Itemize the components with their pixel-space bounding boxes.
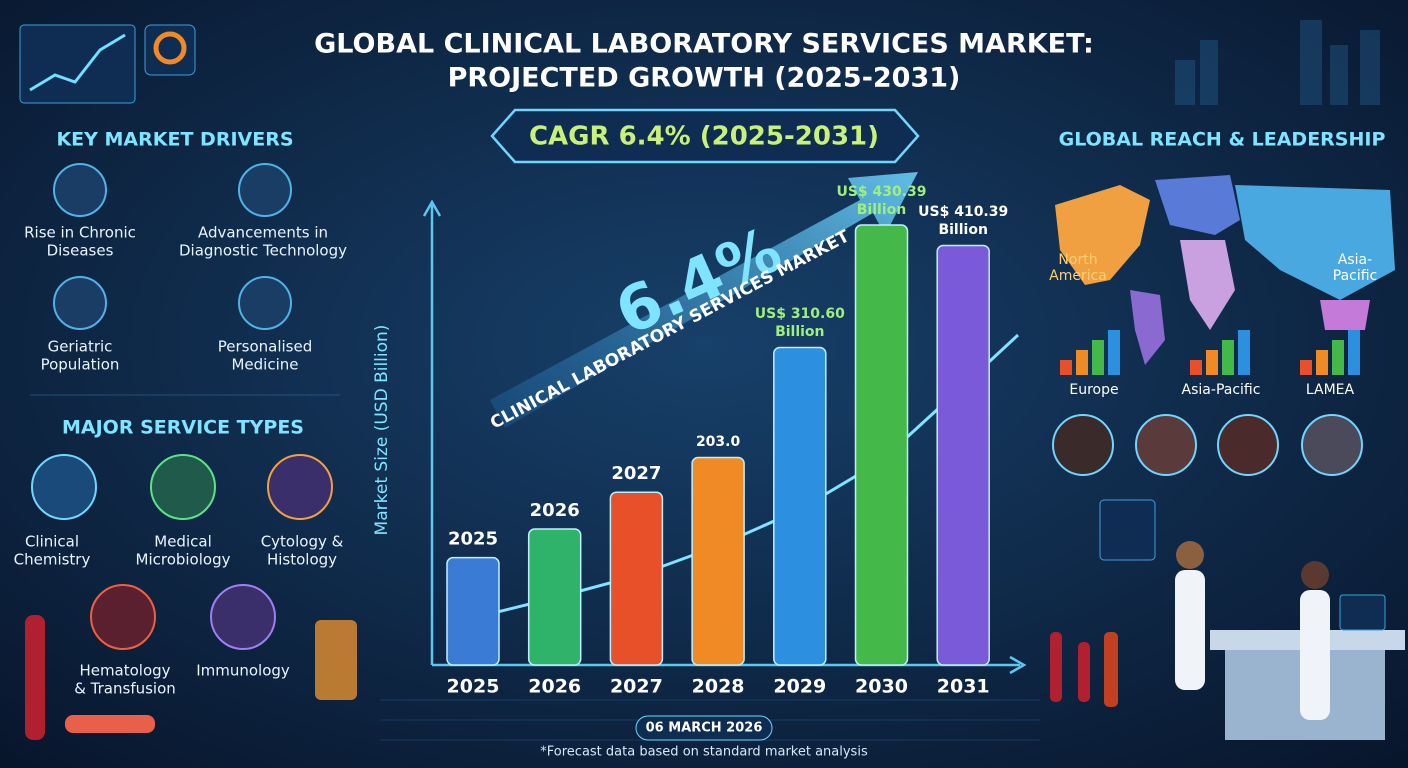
bar-annotation: 2025 bbox=[448, 529, 498, 550]
service-label: Chemistry bbox=[14, 551, 91, 569]
y-axis-label: Market Size (USD Billion) bbox=[372, 325, 392, 536]
decor-mini-chart bbox=[19, 24, 196, 104]
driver-label: Diseases bbox=[47, 242, 114, 260]
driver-label: Personalised bbox=[218, 338, 313, 356]
driver-label: Rise in Chronic bbox=[24, 224, 136, 242]
value-label: 203.0 bbox=[695, 434, 741, 451]
value-label: US$ 430.39 Billion bbox=[836, 184, 927, 219]
driver-label: Diagnostic Technology bbox=[179, 242, 347, 260]
driver-label: Advancements in bbox=[198, 224, 328, 242]
driver-label: Geriatric bbox=[48, 338, 113, 356]
title: GLOBAL CLINICAL LABORATORY SERVICES MARK… bbox=[314, 29, 1094, 60]
driver-label: Population bbox=[41, 356, 120, 374]
x-tick-label: 2030 bbox=[855, 676, 908, 698]
driver-icons bbox=[53, 163, 292, 330]
service-label: Clinical bbox=[25, 533, 79, 551]
growth-arrow bbox=[490, 172, 918, 428]
x-tick-label: 2031 bbox=[937, 676, 990, 698]
bar bbox=[527, 528, 582, 666]
bar bbox=[609, 491, 664, 666]
title: PROJECTED GROWTH (2025-2031) bbox=[448, 63, 961, 94]
service-label: Hematology bbox=[79, 662, 170, 680]
value-label-box: US$ 310.60 Billion bbox=[754, 306, 845, 341]
x-tick-label: 2027 bbox=[610, 676, 663, 698]
bar bbox=[773, 346, 827, 666]
service-label: Cytology & bbox=[261, 533, 344, 551]
footnote: *Forecast data based on standard market … bbox=[540, 745, 868, 760]
x-tick-label: 2028 bbox=[692, 676, 745, 698]
map-label: Asia- bbox=[1338, 252, 1372, 268]
driver-label: Medicine bbox=[231, 356, 298, 374]
x-tick-label: 2029 bbox=[773, 676, 826, 698]
map-label: North bbox=[1058, 252, 1097, 268]
bar-annotation: 2026 bbox=[530, 500, 580, 521]
region-label: Europe bbox=[1069, 382, 1118, 398]
value-label-box: US$ 430.39 Billion bbox=[836, 184, 927, 219]
service-label: & Transfusion bbox=[74, 680, 176, 698]
map-label: Pacific bbox=[1333, 268, 1378, 284]
bar bbox=[691, 456, 745, 666]
section-heading: KEY MARKET DRIVERS bbox=[56, 129, 293, 151]
date: 06 MARCH 2026 bbox=[646, 721, 763, 736]
bar bbox=[936, 244, 990, 666]
service-label: Histology bbox=[267, 551, 337, 569]
world-map bbox=[1055, 175, 1395, 365]
service-icons bbox=[31, 454, 333, 650]
value-label-box: US$ 410.39 Billion bbox=[918, 204, 1009, 239]
x-tick-label: 2026 bbox=[528, 676, 581, 698]
value-label-box: 203.0 bbox=[695, 434, 741, 451]
cagr-banner bbox=[490, 108, 920, 164]
region-mini-bars bbox=[1060, 330, 1360, 375]
region-label: LAMEA bbox=[1306, 382, 1355, 398]
x-tick-label: 2025 bbox=[447, 676, 500, 698]
service-label: Medical bbox=[154, 533, 211, 551]
lab-illustration bbox=[1099, 499, 1405, 740]
bar-annotation: 2027 bbox=[611, 463, 661, 484]
decor-tubes bbox=[25, 615, 1118, 740]
value-label: US$ 310.60 Billion bbox=[754, 306, 845, 341]
leader-avatars bbox=[1052, 414, 1363, 476]
map-label: America bbox=[1049, 268, 1107, 284]
decor-skyline bbox=[1175, 20, 1380, 105]
service-label: Immunology bbox=[196, 662, 290, 680]
service-label: Microbiology bbox=[136, 551, 231, 569]
date-pill bbox=[635, 715, 773, 741]
region-label: Asia-Pacific bbox=[1182, 382, 1261, 398]
section-heading: MAJOR SERVICE TYPES bbox=[62, 417, 304, 439]
bar bbox=[854, 224, 909, 666]
value-label: US$ 410.39 Billion bbox=[918, 204, 1009, 239]
cagr-banner-text: CAGR 6.4% (2025-2031) bbox=[529, 122, 879, 152]
section-heading: GLOBAL REACH & LEADERSHIP bbox=[1059, 129, 1386, 151]
bar bbox=[446, 556, 500, 666]
